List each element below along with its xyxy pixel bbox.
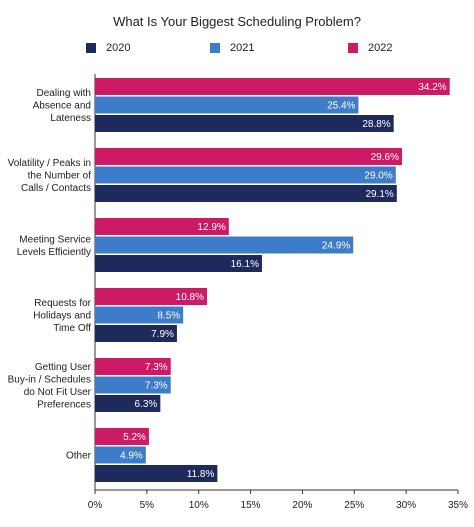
category-label: Other — [66, 451, 92, 462]
bar — [95, 78, 450, 95]
bar-value-label: 8.5% — [157, 311, 180, 322]
legend-swatch-2021 — [210, 43, 220, 53]
category-label: Time Off — [53, 323, 91, 334]
bar — [95, 236, 354, 254]
category-label: Holidays and — [33, 311, 91, 322]
x-tick-label: 0% — [88, 500, 103, 511]
bar-value-label: 29.0% — [364, 171, 392, 182]
bar-value-label: 25.4% — [327, 101, 355, 112]
bar-value-label: 34.2% — [418, 82, 446, 93]
bar-value-label: 5.2% — [123, 432, 146, 443]
legend-swatch-2022 — [348, 43, 358, 53]
category-label: Getting User — [35, 362, 92, 373]
bar — [95, 148, 402, 165]
chart-title: What Is Your Biggest Scheduling Problem? — [113, 14, 361, 29]
category-label: Calls / Contacts — [21, 183, 91, 194]
bar — [95, 306, 184, 324]
bar — [95, 288, 208, 305]
bar — [95, 325, 177, 342]
bar-value-label: 29.1% — [365, 189, 393, 200]
category-label: Buy-in / Schedules — [8, 374, 91, 385]
x-tick-label: 5% — [140, 500, 155, 511]
category-label: Dealing with — [37, 88, 91, 99]
bar — [95, 428, 149, 445]
bar-value-label: 29.6% — [371, 152, 399, 163]
bar-value-label: 11.8% — [187, 469, 215, 480]
bar-value-label: 24.9% — [322, 241, 350, 252]
category-label: do Not Fit User — [24, 387, 92, 398]
bar — [95, 358, 171, 375]
chart-legend: 2020 2021 2022 — [86, 41, 416, 55]
bar — [95, 185, 397, 202]
bar-value-label: 7.9% — [151, 329, 174, 340]
x-tick-label: 35% — [448, 500, 468, 511]
category-label: Volatility / Peaks in — [8, 158, 91, 169]
bar-value-label: 4.9% — [120, 451, 143, 462]
category-label: Absence and — [33, 101, 91, 112]
bar-value-label: 7.3% — [145, 381, 168, 392]
bar — [95, 218, 229, 235]
bar — [95, 115, 394, 132]
bar-value-label: 7.3% — [145, 362, 168, 373]
bar-value-label: 28.8% — [362, 119, 390, 130]
x-tick-label: 25% — [344, 500, 364, 511]
bar-value-label: 12.9% — [197, 222, 225, 233]
category-label: Preferences — [37, 399, 91, 410]
x-tick-label: 10% — [189, 500, 209, 511]
category-label: Lateness — [50, 113, 91, 124]
legend-swatch-2020 — [86, 43, 96, 53]
category-label: the Number of — [28, 171, 92, 182]
legend-label-2021: 2021 — [230, 42, 255, 54]
bar — [95, 166, 396, 184]
x-tick-label: 30% — [396, 500, 416, 511]
bar-value-label: 10.8% — [176, 292, 204, 303]
x-tick-label: 15% — [241, 500, 261, 511]
bar — [95, 376, 171, 394]
x-tick-label: 20% — [292, 500, 312, 511]
bar — [95, 255, 262, 272]
bar — [95, 96, 359, 114]
category-label: Requests for — [34, 298, 91, 309]
legend-label-2022: 2022 — [368, 42, 393, 54]
legend-label-2020: 2020 — [106, 42, 131, 54]
bar-value-label: 6.3% — [135, 399, 158, 410]
bar — [95, 395, 161, 412]
bar-value-label: 16.1% — [231, 259, 259, 270]
category-label: Levels Efficiently — [17, 247, 91, 258]
category-label: Meeting Service — [19, 234, 91, 245]
bar — [95, 446, 146, 464]
bar — [95, 465, 218, 482]
